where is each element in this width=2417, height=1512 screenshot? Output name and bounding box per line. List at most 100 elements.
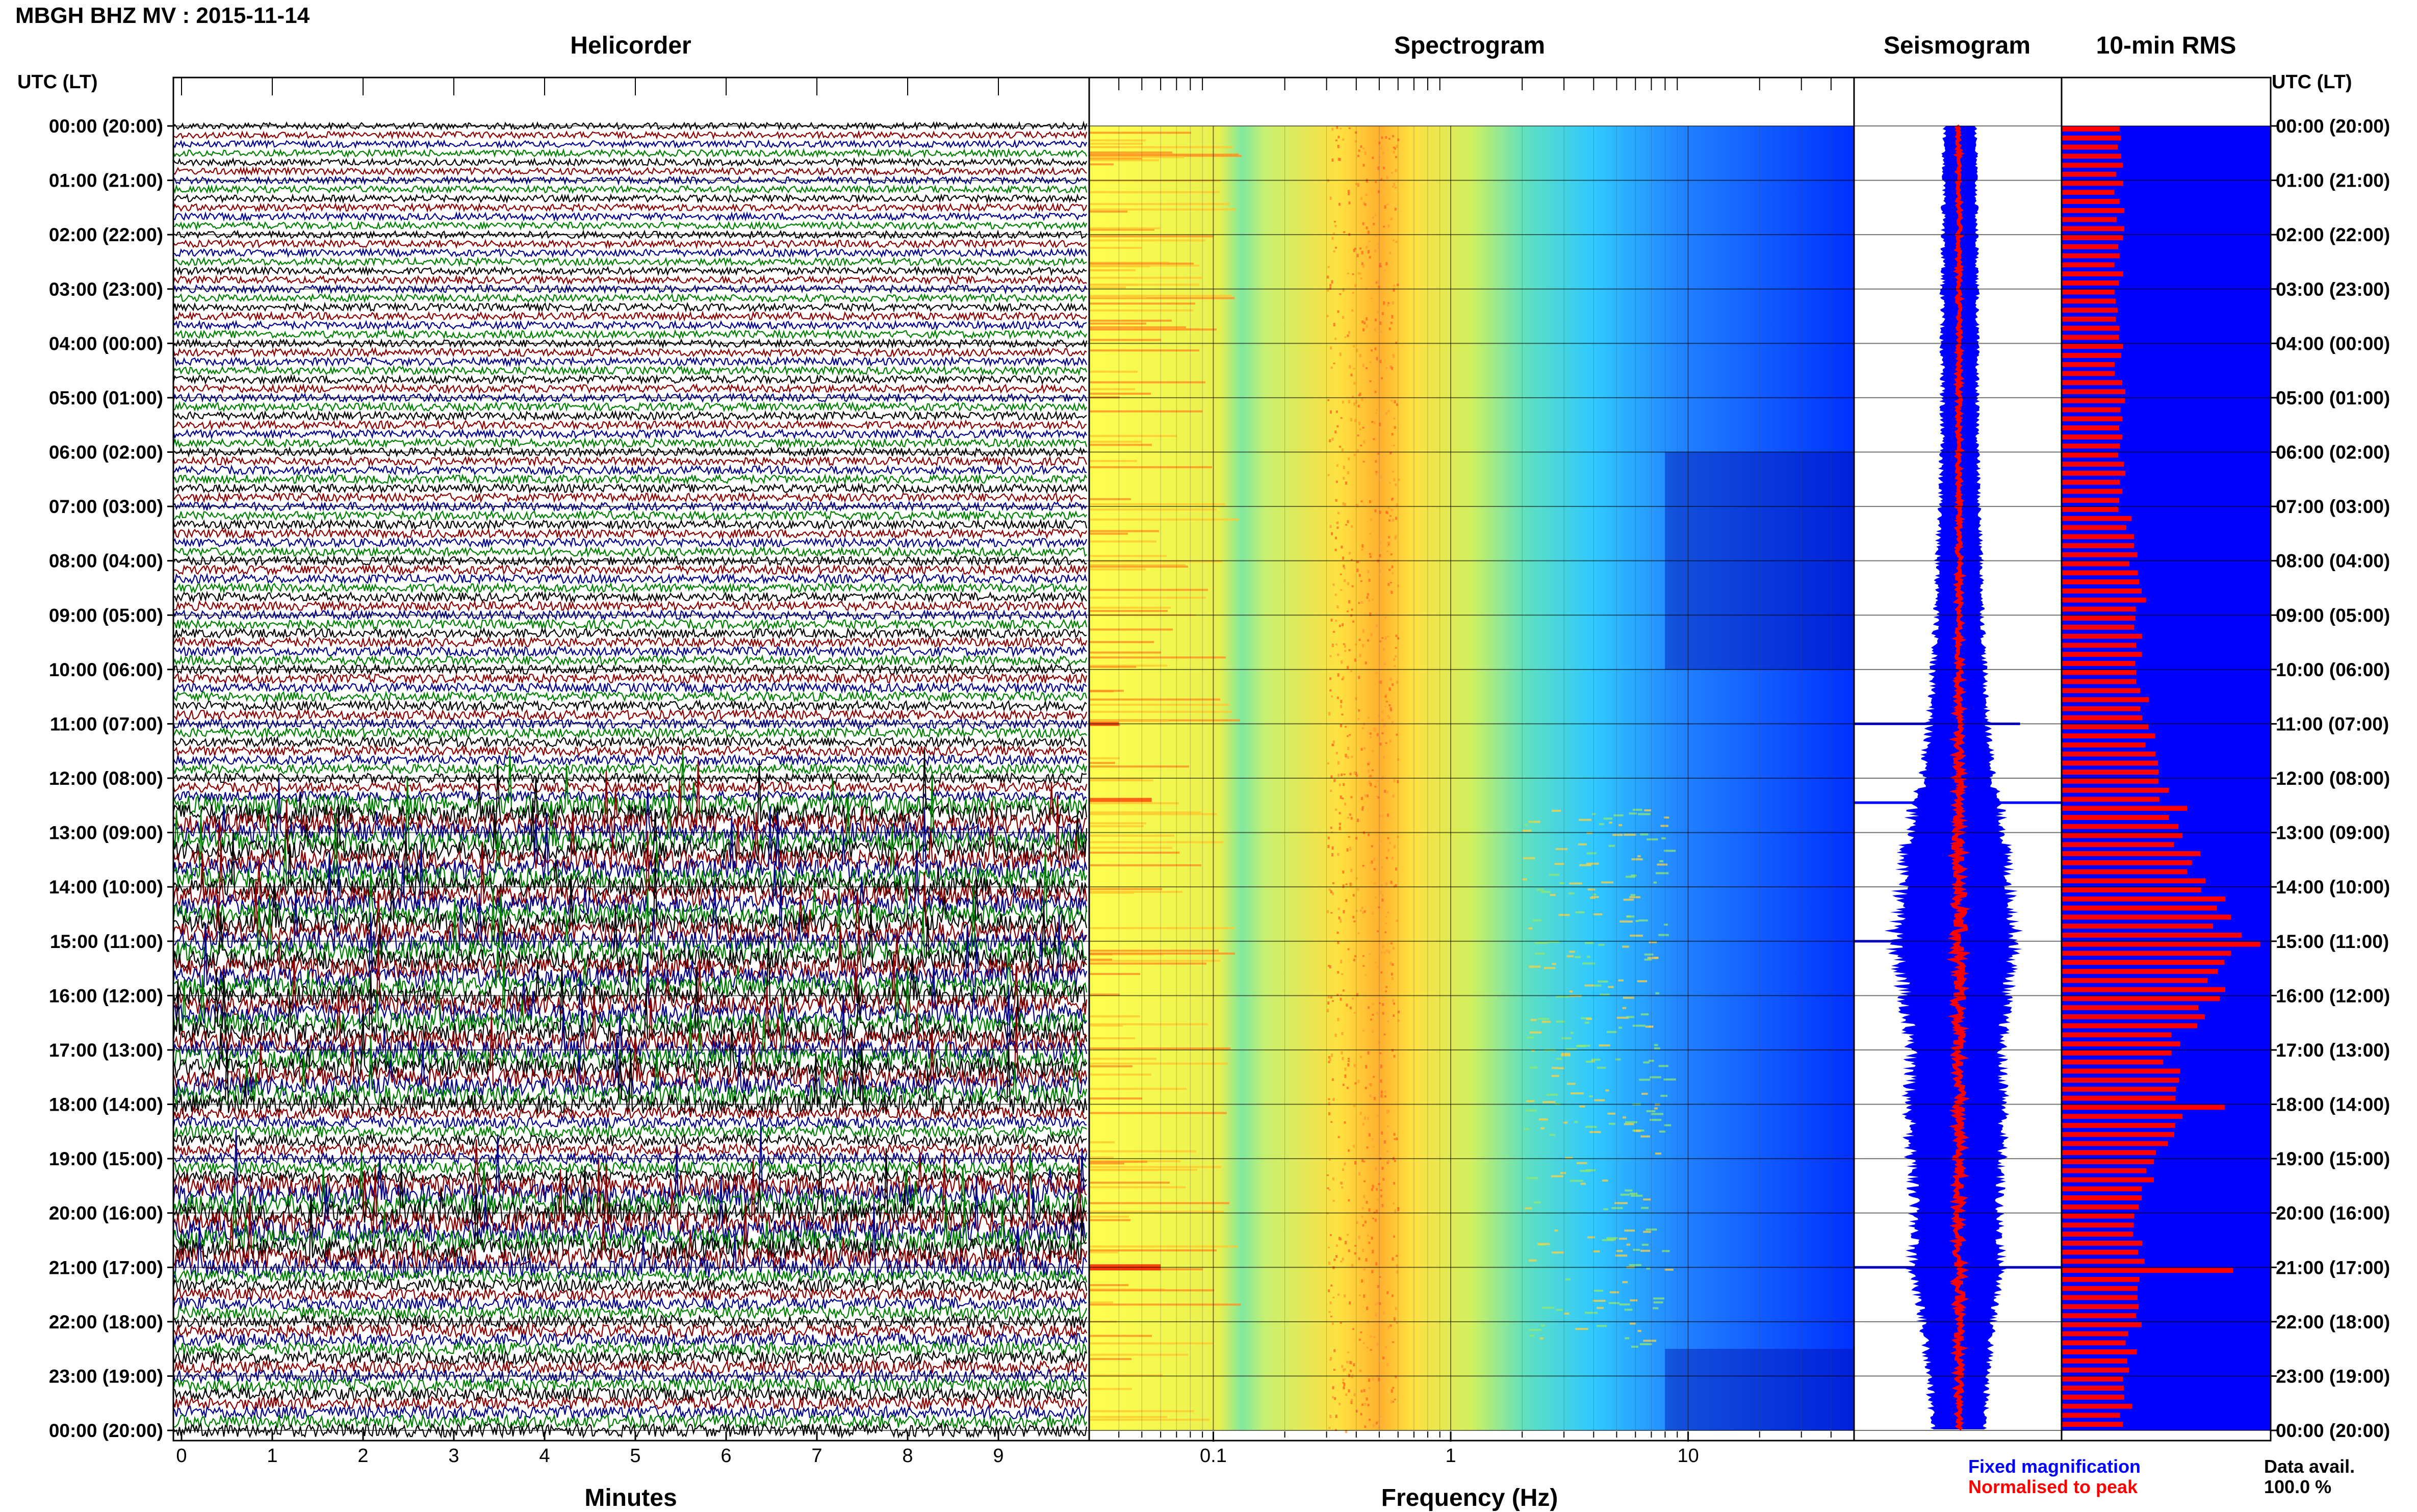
spectrogram-peak-cell <box>1379 890 1382 894</box>
spectrogram-peak-cell <box>1379 1052 1381 1055</box>
spectrogram-peak-cell <box>1328 1246 1330 1248</box>
spectrogram-peak-cell <box>1360 145 1362 148</box>
spectrogram-peak-cell <box>1353 1064 1356 1067</box>
spectrogram-peak-cell <box>1330 1316 1332 1318</box>
spectrogram-peak-cell <box>1333 1349 1336 1352</box>
spectrogram-lowfreq-cell <box>1089 710 1232 713</box>
helicorder-trace <box>172 1349 1087 1367</box>
spectrogram-peak-cell <box>1353 1363 1355 1367</box>
spectrogram-peak-cell <box>1393 1055 1396 1058</box>
helicorder-trace <box>172 618 1088 631</box>
spectrogram-peak-cell <box>1395 634 1398 637</box>
spectrogram-lowfreq-cell <box>1089 560 1222 562</box>
spectrogram-peak-cell <box>1361 262 1364 266</box>
spectrogram-lowfreq-cell <box>1089 1202 1229 1205</box>
spectrogram-lowfreq-cell <box>1089 295 1231 297</box>
spectrogram-peak-cell <box>1394 147 1396 150</box>
spectrogram-peak-cell <box>1339 293 1342 295</box>
spectrogram-energy-cell <box>1585 1125 1597 1128</box>
spectrogram-peak-cell <box>1354 1252 1356 1255</box>
time-label-left: 19:00 (15:00) <box>49 1148 163 1169</box>
spectrogram-peak-cell <box>1331 237 1334 240</box>
seismogram-panel <box>1853 76 2063 1442</box>
spectrogram-peak-cell <box>1371 421 1374 423</box>
spectrogram-lowfreq-cell <box>1089 319 1172 322</box>
time-label-right: 03:00 (23:00) <box>2276 279 2390 300</box>
helicorder-trace <box>172 310 1087 322</box>
time-label-left: 00:00 (20:00) <box>49 116 163 137</box>
rms-bar <box>2062 688 2141 694</box>
spectrogram-energy-cell <box>1533 919 1541 921</box>
spectrogram-peak-cell <box>1375 1262 1378 1266</box>
spectrogram-lowfreq-cell <box>1089 530 1159 532</box>
helicorder-trace <box>172 749 1088 827</box>
spectrogram-peak-cell <box>1368 1378 1370 1382</box>
spectrogram-peak-cell <box>1334 594 1337 596</box>
spectrogram-peak-cell <box>1393 1235 1395 1238</box>
legend-normalised-to-peak: Normalised to peak <box>1968 1476 2138 1497</box>
spectrogram-peak-cell <box>1380 884 1383 887</box>
time-label-left: 20:00 (16:00) <box>49 1203 163 1224</box>
spectrogram-energy-cell <box>1661 837 1666 839</box>
rms-bar <box>2062 344 2123 349</box>
spectrogram-energy-cell <box>1644 958 1652 961</box>
spectrogram-energy-cell <box>1664 816 1669 819</box>
spectrogram-peak-cell <box>1329 689 1332 692</box>
spectrogram-peak-cell <box>1374 347 1377 350</box>
spectrogram-peak-cell <box>1327 474 1330 476</box>
spectrogram-energy-cell <box>1623 1116 1626 1119</box>
spectrogram-energy-cell <box>1556 1058 1562 1060</box>
spectrogram-energy-cell <box>1529 1066 1537 1069</box>
spectrogram-peak-cell <box>1334 1397 1336 1400</box>
spectrogram-energy-cell <box>1632 1024 1645 1027</box>
spectrogram-peak-cell <box>1342 1057 1344 1060</box>
spectrogram-lowfreq-cell <box>1089 349 1199 352</box>
spectrogram-peak-cell <box>1362 629 1365 633</box>
spectrogram-energy-cell <box>1584 1021 1589 1024</box>
spectrogram-lowfreq-cell <box>1089 1169 1197 1171</box>
spectrogram-peak-cell <box>1378 736 1381 740</box>
spectrogram-peak-cell <box>1364 321 1366 325</box>
spectrogram-energy-cell <box>1616 1016 1629 1019</box>
rms-bar <box>2062 1186 2142 1192</box>
spectrogram-peak-cell <box>1373 438 1375 441</box>
spectrogram-energy-cell <box>1526 1100 1534 1103</box>
spectrogram-peak-cell <box>1331 127 1334 131</box>
spectrogram-peak-cell <box>1364 1403 1367 1406</box>
spectrogram-peak-cell <box>1336 126 1339 129</box>
spectrogram-lowfreq-cell <box>1089 1156 1114 1159</box>
time-label-right: 08:00 (04:00) <box>2276 551 2390 572</box>
time-label-right: 18:00 (14:00) <box>2276 1094 2390 1115</box>
spectrogram-peak-cell <box>1361 1404 1364 1406</box>
spectrogram-lowfreq-cell <box>1089 1289 1214 1292</box>
time-label-left: 11:00 (07:00) <box>50 713 163 734</box>
spectrogram-peak-cell <box>1373 1146 1375 1148</box>
helicorder-trace <box>172 1304 1088 1320</box>
time-label-right: 04:00 (00:00) <box>2276 333 2390 354</box>
rms-bar <box>2062 144 2118 150</box>
spectrogram-lowfreq-cell <box>1089 1088 1187 1090</box>
spectrogram-energy-cell <box>1563 1312 1570 1315</box>
spectrogram-energy-cell <box>1552 809 1561 812</box>
spectrogram-peak-cell <box>1354 1245 1357 1247</box>
spectrogram-energy-cell <box>1529 1335 1534 1337</box>
spectrogram-energy-cell <box>1657 863 1668 866</box>
time-label-right: 10:00 (06:00) <box>2276 659 2390 680</box>
rms-frame <box>2061 76 2272 1442</box>
spectrogram-peak-cell <box>1360 797 1363 800</box>
spectrogram-peak-cell <box>1328 712 1331 716</box>
rms-bar <box>2062 380 2123 386</box>
spectrogram-peak-cell <box>1362 911 1365 914</box>
rms-bar <box>2062 498 2119 503</box>
spectrogram-energy-cell <box>1546 1093 1558 1096</box>
helicorder-trace <box>172 464 1087 476</box>
spectrogram-peak-cell <box>1389 687 1391 690</box>
time-label-right: 22:00 (18:00) <box>2276 1312 2390 1332</box>
spectrogram-lowfreq-cell <box>1089 191 1220 193</box>
rms-bar <box>2062 670 2137 675</box>
time-label-left: 00:00 (20:00) <box>49 1420 163 1441</box>
spectrogram-lowfreq-cell <box>1089 1303 1241 1306</box>
spectrogram-peak-cell <box>1380 1205 1382 1208</box>
spectrogram-peak-cell <box>1387 224 1390 228</box>
spectrogram-energy-cell <box>1653 1301 1663 1303</box>
